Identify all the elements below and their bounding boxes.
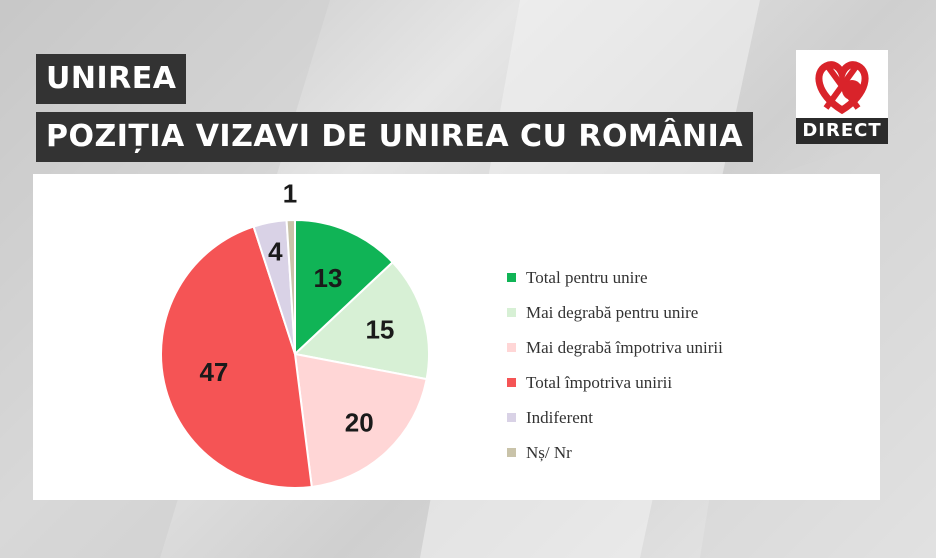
legend-item: Mai degrabă pentru unire <box>507 295 723 330</box>
pie-data-label-5: 1 <box>283 178 297 208</box>
legend-swatch <box>507 273 516 282</box>
chart-panel: 13 15 20 47 4 1 Total pentru unire Mai degrabă… <box>33 174 880 500</box>
page-title: UNIREA <box>36 54 187 104</box>
legend-swatch <box>507 343 516 352</box>
pie-slice-0 <box>294 218 395 357</box>
legend-item: Mai degrabă împotriva unirii <box>507 330 723 365</box>
legend-label: Mai degrabă împotriva unirii <box>526 337 723 357</box>
pie-slice-5 <box>285 218 296 355</box>
channel-logo-icon <box>815 61 869 115</box>
pie-data-label-3: 47 <box>199 357 228 387</box>
pie-data-label-1: 15 <box>365 314 394 344</box>
pie-chart: 13 15 20 47 41 <box>160 178 430 489</box>
legend-item: Nș/ Nr <box>507 435 723 470</box>
direct-label: DIRECT <box>796 118 888 144</box>
legend-item: Indiferent <box>507 400 723 435</box>
pie-data-label-0: 13 <box>314 263 343 293</box>
legend-swatch <box>507 378 516 387</box>
legend-swatch <box>507 448 516 457</box>
pie-slice-2 <box>293 352 428 489</box>
pie-slice-1 <box>292 260 430 381</box>
legend-item: Total împotriva unirii <box>507 365 723 400</box>
channel-logo: DIRECT <box>796 50 888 144</box>
pie-data-label-2: 20 <box>345 407 374 437</box>
legend-label: Indiferent <box>526 407 594 427</box>
chart-legend: Total pentru unire Mai degrabă pentru uni… <box>507 260 723 470</box>
legend-swatch <box>507 413 516 422</box>
legend-label: Total pentru unire <box>526 267 648 287</box>
legend-item: Total pentru unire <box>507 260 723 295</box>
pie-data-label-4: 4 <box>268 236 283 266</box>
legend-swatch <box>507 308 516 317</box>
page-subtitle: POZIȚIA VIZAVI DE UNIREA CU ROMÂNIA <box>36 112 754 162</box>
legend-label: Nș/ Nr <box>526 442 572 462</box>
legend-label: Mai degrabă pentru unire <box>526 302 699 322</box>
legend-label: Total împotriva unirii <box>526 372 673 392</box>
